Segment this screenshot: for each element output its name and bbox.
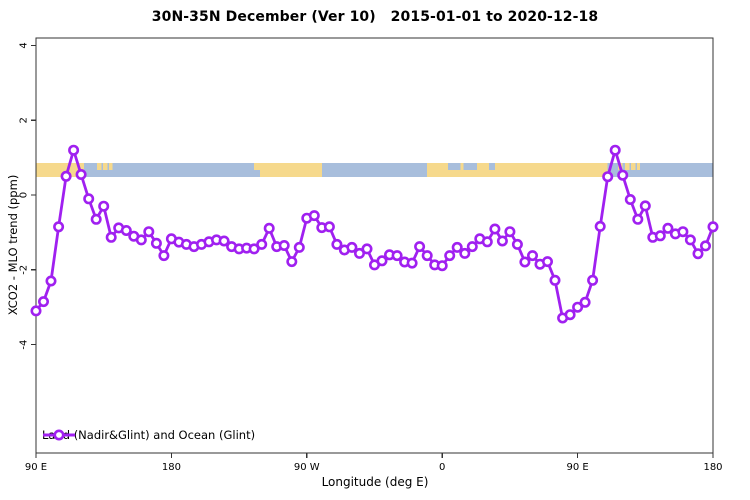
y-tick-label: 0 xyxy=(19,192,30,198)
y-tick-label: -2 xyxy=(19,265,30,275)
legend-label: Land (Nadir&Glint) and Ocean (Glint) xyxy=(42,428,256,442)
map-band-island xyxy=(631,163,636,171)
data-point xyxy=(308,210,320,222)
y-tick-label: 4 xyxy=(19,42,30,48)
data-point xyxy=(511,238,523,250)
data-point xyxy=(376,255,388,267)
x-tick-label: 90 E xyxy=(25,462,47,473)
map-band-sea-notch xyxy=(448,163,461,171)
data-point xyxy=(662,222,674,234)
x-tick-label: 90 W xyxy=(294,462,320,473)
x-tick-label: 90 E xyxy=(566,462,588,473)
x-tick-label: 0 xyxy=(439,462,445,473)
y-tick-label: -4 xyxy=(19,340,30,350)
data-point xyxy=(684,234,696,246)
map-band-island xyxy=(637,163,641,171)
data-point xyxy=(654,230,666,242)
data-point xyxy=(677,226,689,238)
data-point xyxy=(98,200,110,212)
chart-title: 30N-35N December (Ver 10) 2015-01-01 to … xyxy=(151,9,599,25)
data-point xyxy=(120,225,132,237)
data-point xyxy=(53,221,65,233)
data-point xyxy=(436,260,448,272)
data-point xyxy=(361,243,373,255)
data-point xyxy=(519,256,531,268)
data-point xyxy=(391,250,403,262)
map-band-island xyxy=(108,163,113,171)
map-band-island xyxy=(96,163,102,171)
data-point xyxy=(624,194,636,206)
data-point xyxy=(218,235,230,247)
y-tick-label: 2 xyxy=(19,117,30,123)
legend-line-marker-icon xyxy=(43,429,75,441)
data-point xyxy=(346,241,358,253)
data-point xyxy=(256,238,268,250)
data-point xyxy=(594,220,606,232)
data-point xyxy=(105,231,117,243)
data-point xyxy=(331,238,343,250)
data-point xyxy=(286,256,298,268)
data-point xyxy=(83,193,95,205)
data-point xyxy=(466,241,478,253)
map-band-sea-notch xyxy=(463,163,477,171)
data-point xyxy=(602,171,614,183)
data-point xyxy=(421,250,433,262)
x-tick-label: 180 xyxy=(703,462,722,473)
data-point xyxy=(579,296,591,308)
data-point xyxy=(68,144,80,156)
data-point xyxy=(459,247,471,259)
data-point xyxy=(617,169,629,181)
data-point xyxy=(639,200,651,212)
data-point xyxy=(37,296,49,308)
x-tick-label: 180 xyxy=(162,462,181,473)
data-point xyxy=(278,240,290,252)
data-point xyxy=(75,169,87,181)
data-point xyxy=(504,226,516,238)
data-point xyxy=(353,247,365,259)
data-point xyxy=(90,213,102,225)
data-point xyxy=(632,213,644,225)
map-band-island xyxy=(624,163,630,171)
data-point xyxy=(135,234,147,246)
legend: Land (Nadir&Glint) and Ocean (Glint) xyxy=(42,428,255,442)
data-point xyxy=(143,226,155,238)
data-point xyxy=(263,222,275,234)
data-point xyxy=(572,301,584,313)
data-point xyxy=(564,309,576,321)
map-band-land xyxy=(260,163,322,178)
data-point xyxy=(707,221,719,233)
map-band-land xyxy=(36,163,85,178)
map-band-island xyxy=(102,163,108,171)
data-point xyxy=(60,170,72,182)
y-axis-label: XCO2 - MLO trend (ppm) xyxy=(6,174,20,316)
data-point xyxy=(45,275,57,287)
data-point xyxy=(414,241,426,253)
plot-frame xyxy=(35,37,714,454)
data-point xyxy=(609,144,621,156)
map-band-sea-notch xyxy=(488,163,495,171)
data-point xyxy=(293,241,305,253)
data-point xyxy=(158,250,170,262)
data-point xyxy=(248,243,260,255)
data-point xyxy=(692,248,704,260)
data-point xyxy=(30,305,42,317)
x-axis-label: Longitude (deg E) xyxy=(321,475,429,489)
data-point xyxy=(481,236,493,248)
data-point xyxy=(150,237,162,249)
data-point xyxy=(587,274,599,286)
data-point xyxy=(406,257,418,269)
data-point xyxy=(699,240,711,252)
data-point xyxy=(526,250,538,262)
data-point xyxy=(323,221,335,233)
data-point xyxy=(496,235,508,247)
data-point xyxy=(549,274,561,286)
map-band-island xyxy=(254,163,261,171)
data-point xyxy=(444,250,456,262)
data-point xyxy=(489,223,501,235)
data-point xyxy=(451,241,463,253)
data-point xyxy=(541,256,553,268)
